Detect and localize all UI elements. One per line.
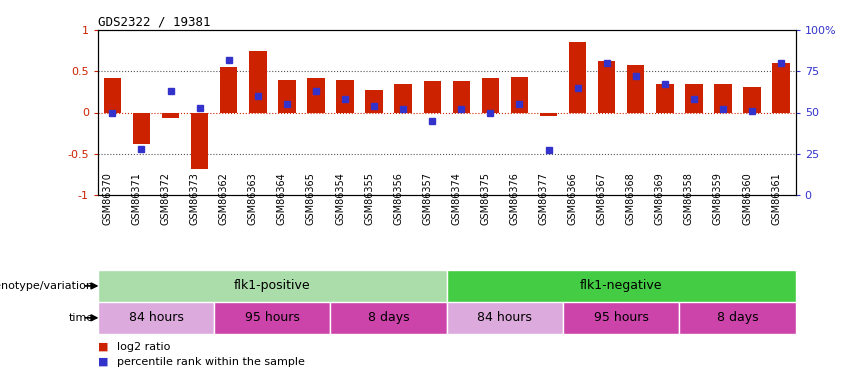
Text: GSM86355: GSM86355 — [364, 172, 374, 225]
Text: time: time — [68, 313, 94, 323]
Text: GSM86361: GSM86361 — [771, 172, 781, 225]
Text: GSM86358: GSM86358 — [684, 172, 694, 225]
Bar — [214, 302, 330, 334]
Text: 84 hours: 84 hours — [129, 311, 184, 324]
Bar — [685, 84, 703, 112]
Bar — [104, 78, 121, 112]
Text: ■: ■ — [98, 342, 108, 352]
Text: GSM86377: GSM86377 — [539, 172, 549, 225]
Text: GSM86376: GSM86376 — [510, 172, 519, 225]
Text: GSM86373: GSM86373 — [190, 172, 200, 225]
Text: GSM86370: GSM86370 — [102, 172, 112, 225]
Bar — [162, 112, 180, 118]
Bar — [744, 87, 761, 112]
Text: GSM86374: GSM86374 — [451, 172, 461, 225]
Bar — [447, 302, 563, 334]
Bar — [365, 90, 383, 112]
Text: log2 ratio: log2 ratio — [117, 342, 170, 352]
Text: 84 hours: 84 hours — [477, 311, 533, 324]
Bar — [191, 112, 208, 169]
Bar — [424, 81, 441, 112]
Text: 8 days: 8 days — [368, 311, 409, 324]
Bar — [336, 80, 354, 112]
Bar — [278, 80, 295, 112]
Text: GSM86359: GSM86359 — [713, 172, 723, 225]
Bar — [482, 78, 499, 112]
Text: GSM86368: GSM86368 — [625, 172, 636, 225]
Text: GSM86357: GSM86357 — [422, 172, 432, 225]
Bar — [133, 112, 151, 144]
Text: GSM86356: GSM86356 — [393, 172, 403, 225]
Bar — [447, 270, 796, 302]
Bar — [773, 63, 790, 112]
Text: GSM86354: GSM86354 — [335, 172, 345, 225]
Bar — [568, 42, 586, 112]
Bar — [598, 62, 615, 112]
Text: GSM86366: GSM86366 — [568, 172, 578, 225]
Text: flk1-negative: flk1-negative — [580, 279, 662, 292]
Bar — [656, 84, 674, 112]
Bar — [98, 270, 447, 302]
Bar — [394, 84, 412, 112]
Bar — [511, 77, 528, 112]
Text: GSM86372: GSM86372 — [161, 172, 170, 225]
Text: GSM86363: GSM86363 — [248, 172, 258, 225]
Text: GSM86362: GSM86362 — [219, 172, 229, 225]
Text: GSM86375: GSM86375 — [480, 172, 490, 225]
Text: GSM86371: GSM86371 — [131, 172, 141, 225]
Text: 8 days: 8 days — [717, 311, 758, 324]
Bar — [220, 67, 237, 112]
Bar — [453, 81, 470, 112]
Text: GSM86369: GSM86369 — [654, 172, 665, 225]
Text: GSM86360: GSM86360 — [742, 172, 752, 225]
Bar — [307, 78, 325, 112]
Text: percentile rank within the sample: percentile rank within the sample — [117, 357, 305, 367]
Bar — [249, 51, 266, 112]
Text: GDS2322 / 19381: GDS2322 / 19381 — [98, 16, 210, 29]
Bar — [627, 64, 644, 112]
Text: ■: ■ — [98, 357, 108, 367]
Bar — [679, 302, 796, 334]
Text: flk1-positive: flk1-positive — [234, 279, 311, 292]
Bar — [330, 302, 447, 334]
Text: GSM86364: GSM86364 — [277, 172, 287, 225]
Text: 95 hours: 95 hours — [594, 311, 648, 324]
Bar — [714, 84, 732, 112]
Text: 95 hours: 95 hours — [245, 311, 300, 324]
Text: GSM86365: GSM86365 — [306, 172, 316, 225]
Text: GSM86367: GSM86367 — [597, 172, 607, 225]
Bar — [98, 302, 214, 334]
Text: genotype/variation: genotype/variation — [0, 281, 94, 291]
Bar — [563, 302, 679, 334]
Bar — [540, 112, 557, 116]
